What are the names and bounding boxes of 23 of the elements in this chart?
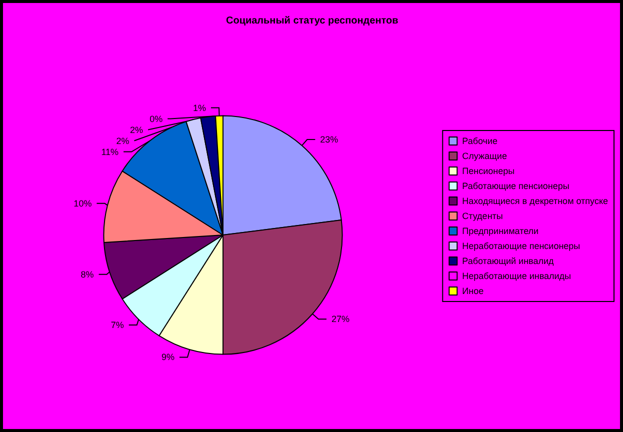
legend-label: Неработающие пенсионеры	[462, 241, 580, 251]
data-label: 2%	[130, 124, 144, 135]
data-label: 9%	[161, 352, 174, 362]
chart-title: Социальный статус респондентов	[226, 16, 398, 26]
data-label: 10%	[74, 198, 92, 208]
legend-label: Пенсионеры	[462, 166, 515, 176]
data-label: 11%	[101, 146, 119, 157]
legend-label: Рабочие	[462, 136, 498, 146]
legend-label: Предприниматели	[462, 226, 539, 236]
data-label: 23%	[320, 134, 338, 145]
data-label: 1%	[192, 102, 206, 113]
data-label: 2%	[116, 136, 130, 146]
legend-label: Иное	[462, 286, 484, 296]
legend-label: Работающие пенсионеры	[462, 181, 570, 191]
legend-label: Студенты	[462, 211, 503, 221]
legend-label: Неработающие инвалиды	[462, 271, 572, 281]
text: 0%	[150, 114, 163, 124]
data-label: 7%	[110, 320, 124, 330]
data-label: 27%	[331, 314, 350, 324]
legend-label: Находящиеся в декретном отпуске	[462, 196, 608, 206]
legend-label: Служащие	[462, 151, 507, 161]
legend-label: Работающий инвалид	[462, 256, 554, 266]
data-label: 8%	[80, 269, 94, 280]
